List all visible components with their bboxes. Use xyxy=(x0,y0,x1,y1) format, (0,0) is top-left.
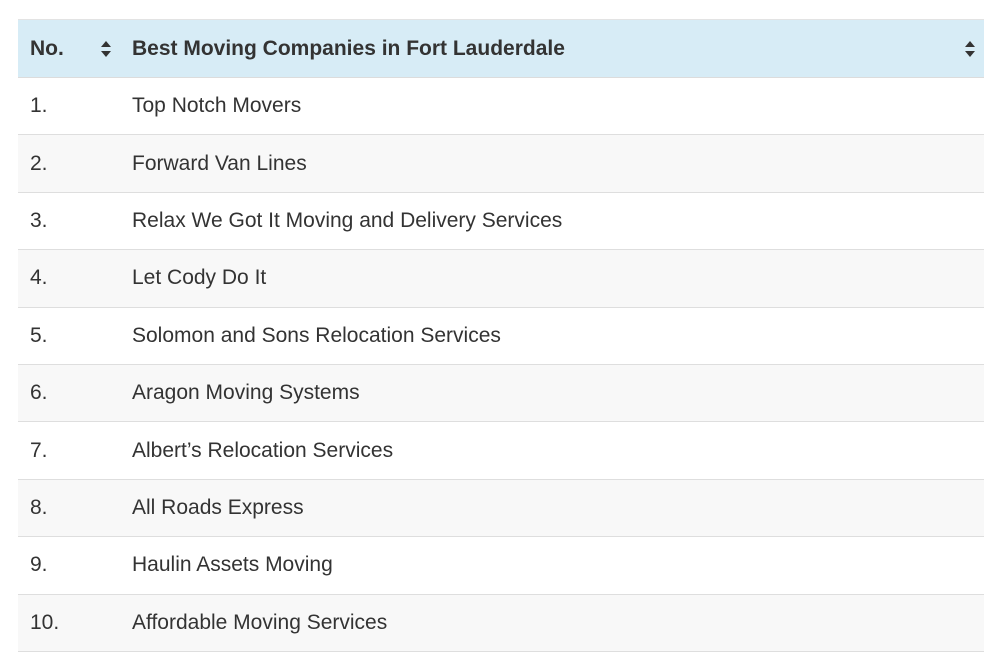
row-number: 4. xyxy=(18,249,120,308)
row-number: 5. xyxy=(18,307,120,365)
company-name: Aragon Moving Systems xyxy=(120,364,984,423)
table-row: 9. Haulin Assets Moving xyxy=(18,536,984,595)
companies-table-container: No. Best Moving Companies in Fort Lauder… xyxy=(18,19,984,652)
table-row: 6. Aragon Moving Systems xyxy=(18,364,984,423)
company-name: Forward Van Lines xyxy=(120,134,984,193)
company-name: All Roads Express xyxy=(120,479,984,538)
company-name: Solomon and Sons Relocation Services xyxy=(120,307,984,365)
row-number: 2. xyxy=(18,134,120,193)
row-number: 6. xyxy=(18,364,120,423)
company-name: Haulin Assets Moving xyxy=(120,536,984,595)
row-number: 1. xyxy=(18,77,120,136)
companies-table: No. Best Moving Companies in Fort Lauder… xyxy=(18,19,984,652)
column-header-company-label: Best Moving Companies in Fort Lauderdale xyxy=(132,36,565,60)
row-number: 8. xyxy=(18,479,120,538)
table-header: No. Best Moving Companies in Fort Lauder… xyxy=(18,19,984,78)
table-row: 8. All Roads Express xyxy=(18,479,984,538)
company-name: Affordable Moving Services xyxy=(120,594,984,652)
table-row: 4. Let Cody Do It xyxy=(18,249,984,308)
sort-icon[interactable] xyxy=(100,40,112,58)
company-name: Top Notch Movers xyxy=(120,77,984,136)
row-number: 9. xyxy=(18,536,120,595)
table-row: 3. Relax We Got It Moving and Delivery S… xyxy=(18,192,984,251)
header-row: No. Best Moving Companies in Fort Lauder… xyxy=(18,19,984,78)
table-row: 1. Top Notch Movers xyxy=(18,77,984,136)
table-row: 5. Solomon and Sons Relocation Services xyxy=(18,307,984,365)
table-row: 2. Forward Van Lines xyxy=(18,134,984,193)
table-body: 1. Top Notch Movers 2. Forward Van Lines… xyxy=(18,77,984,652)
table-row: 10. Affordable Moving Services xyxy=(18,594,984,652)
row-number: 10. xyxy=(18,594,120,652)
table-row: 7. Albert’s Relocation Services xyxy=(18,421,984,480)
company-name: Albert’s Relocation Services xyxy=(120,421,984,480)
row-number: 3. xyxy=(18,192,120,251)
column-header-company[interactable]: Best Moving Companies in Fort Lauderdale xyxy=(120,19,984,78)
column-header-number-label: No. xyxy=(30,36,64,60)
company-name: Relax We Got It Moving and Delivery Serv… xyxy=(120,192,984,251)
column-header-number[interactable]: No. xyxy=(18,19,120,78)
sort-icon[interactable] xyxy=(964,40,976,58)
row-number: 7. xyxy=(18,421,120,480)
company-name: Let Cody Do It xyxy=(120,249,984,308)
